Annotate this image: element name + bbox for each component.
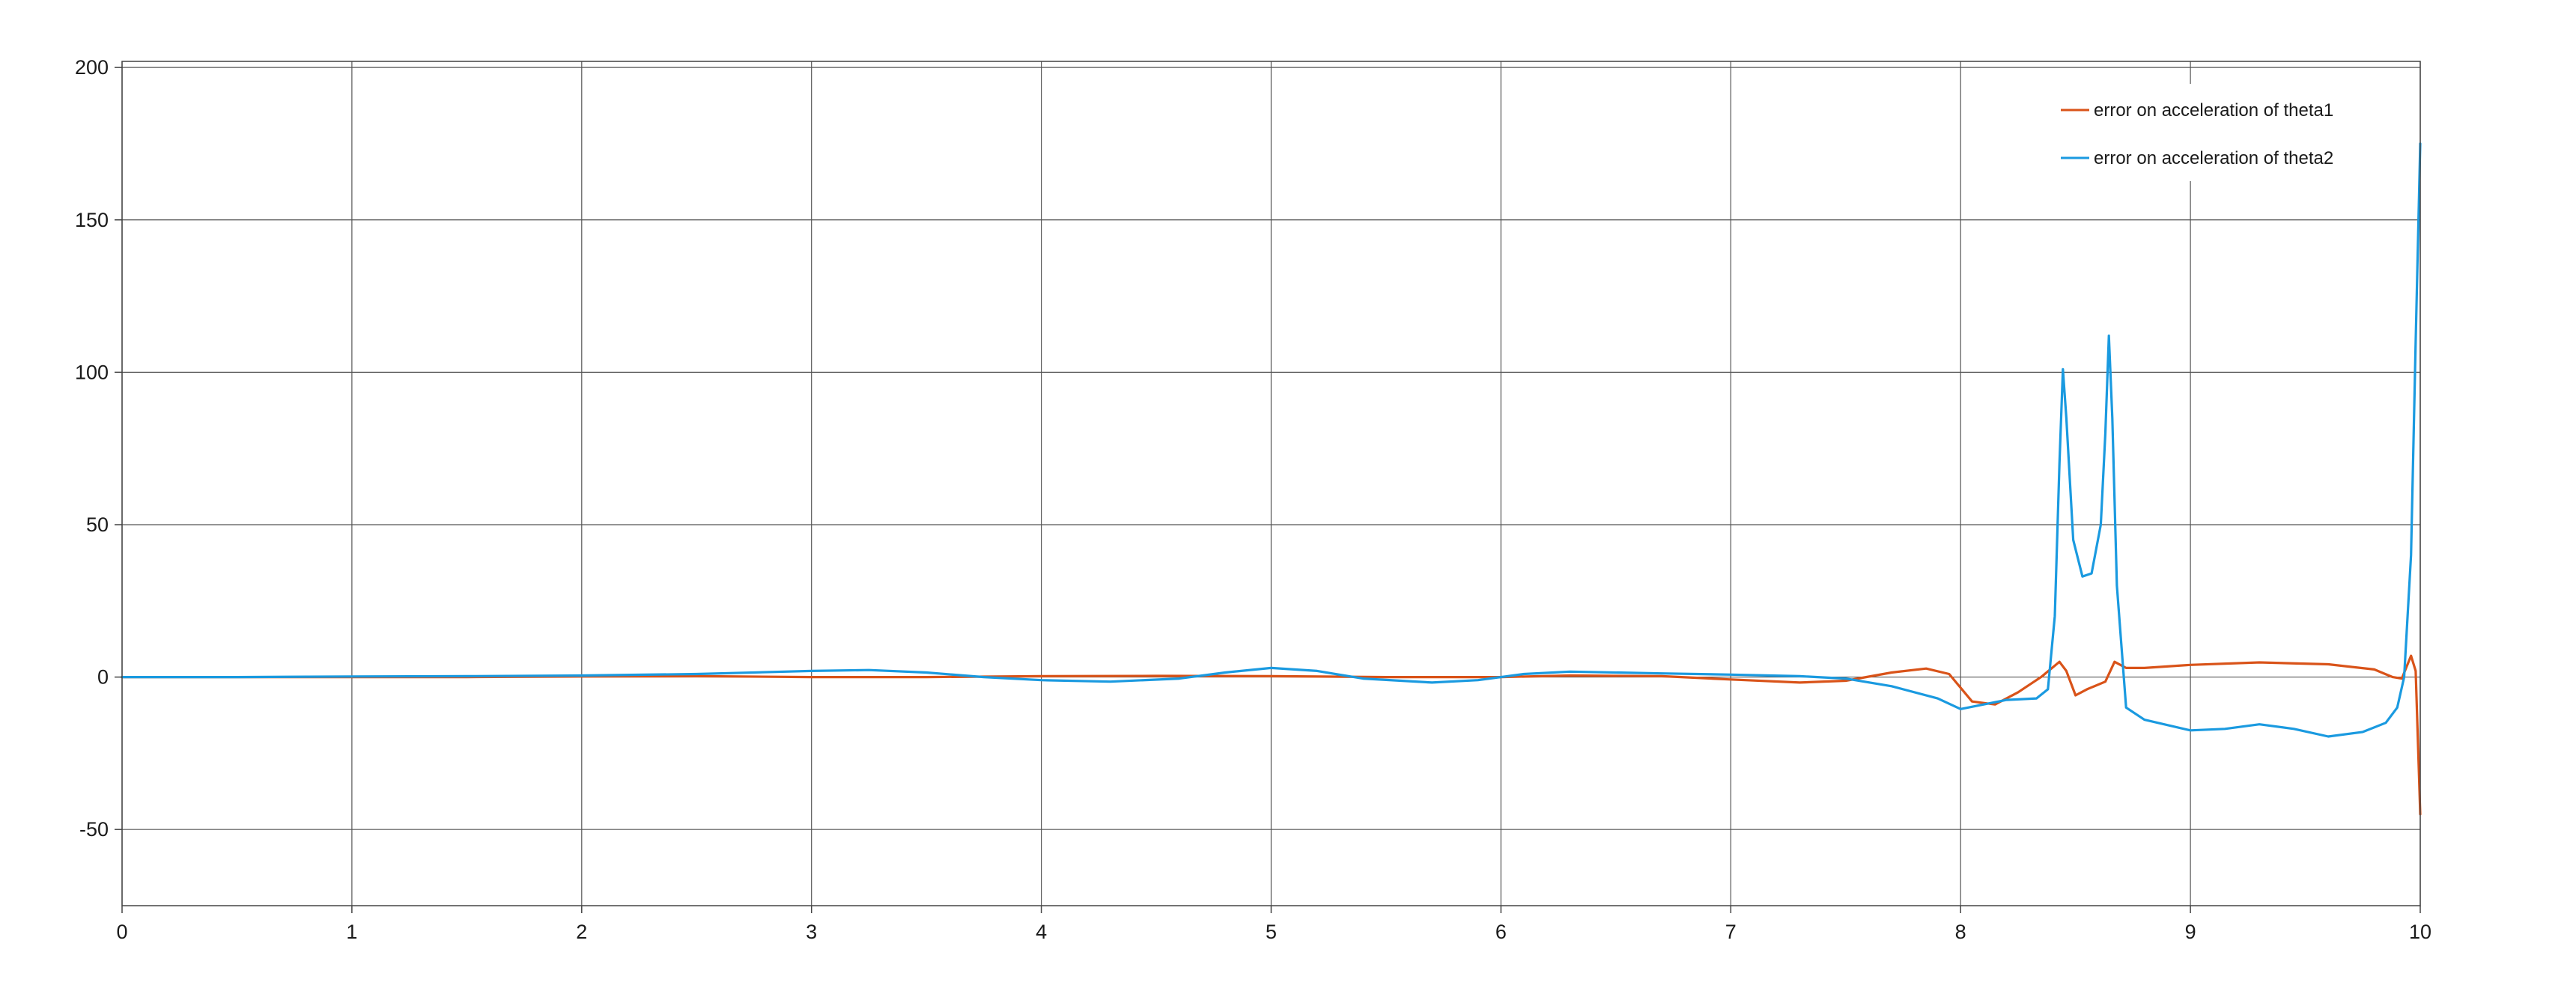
x-tick-label: 0 — [116, 921, 127, 943]
legend-box — [2037, 84, 2366, 181]
x-tick-label: 4 — [1036, 921, 1047, 943]
y-tick-label: 150 — [75, 209, 109, 231]
series-line-theta2 — [121, 142, 2422, 738]
x-tick-label: 1 — [346, 921, 357, 943]
y-tick-label: 200 — [75, 56, 109, 79]
x-tick-label: 9 — [2185, 921, 2196, 943]
x-tick-label: 3 — [806, 921, 817, 943]
x-tick-label: 7 — [1725, 921, 1737, 943]
series-line-theta1 — [121, 654, 2422, 816]
x-tick-label: 6 — [1495, 921, 1507, 943]
y-tick-label: 50 — [86, 513, 109, 536]
x-tick-label: 10 — [2409, 921, 2431, 943]
axes-layer: 0 1 2 3 4 5 6 7 8 9 10 -50 0 50 100 150 200 — [75, 56, 2431, 943]
x-tick-label: 8 — [1955, 921, 1966, 943]
legend-label-theta2: error on acceleration of theta2 — [2094, 148, 2333, 168]
legend-label-theta1: error on acceleration of theta1 — [2094, 100, 2333, 121]
y-tick-label: -50 — [79, 818, 109, 841]
legend: error on acceleration of theta1 error on… — [2037, 84, 2366, 181]
y-tick-label: 0 — [97, 666, 109, 689]
series-layer — [121, 142, 2422, 816]
x-tick-label: 2 — [576, 921, 587, 943]
y-tick-label: 100 — [75, 361, 109, 383]
grid-layer — [121, 61, 2421, 906]
x-tick-label: 5 — [1266, 921, 1277, 943]
